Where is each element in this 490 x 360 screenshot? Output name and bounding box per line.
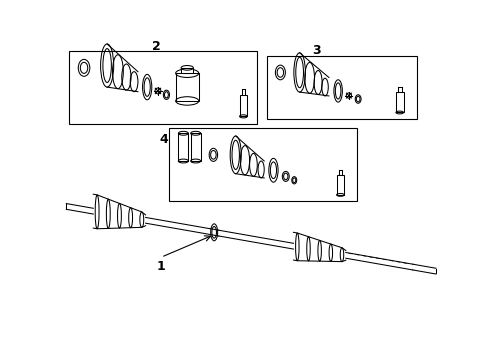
Bar (178, 133, 188, 161)
Bar (175, 73, 199, 101)
Bar (267, 55, 416, 119)
Bar (396, 93, 404, 112)
Text: 3: 3 (312, 44, 321, 57)
Text: 2: 2 (152, 40, 161, 53)
Bar (169, 128, 357, 201)
Bar (181, 68, 194, 73)
Text: 1: 1 (157, 260, 166, 273)
Bar (69, 51, 257, 124)
Text: 4: 4 (160, 133, 169, 146)
Bar (337, 175, 344, 195)
Bar (240, 95, 247, 116)
Bar (191, 133, 201, 161)
